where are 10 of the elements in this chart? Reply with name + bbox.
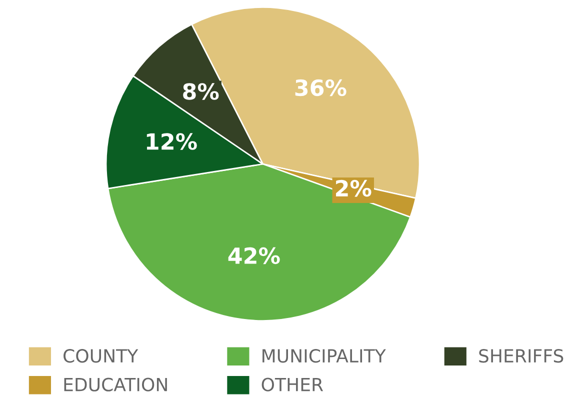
legend-label: COUNTY <box>64 349 138 363</box>
legend-label: MUNICIPALITY <box>262 349 386 363</box>
data-label: 12% <box>146 133 197 150</box>
data-label: 42% <box>228 247 280 264</box>
legend-label: SHERIFFS <box>479 349 564 363</box>
data-label: 36% <box>295 79 346 96</box>
data-label: 2% <box>336 180 372 197</box>
data-label: 8% <box>183 83 219 100</box>
legend-label: OTHER <box>262 378 324 392</box>
legend-label: EDUCATION <box>64 378 167 392</box>
